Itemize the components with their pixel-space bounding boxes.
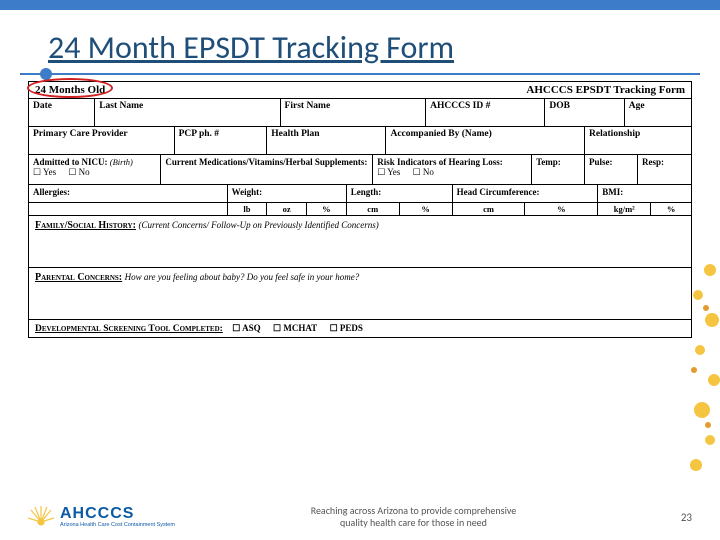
label-length: Length:	[347, 185, 453, 202]
unit-bmi: kg/m²	[598, 203, 651, 215]
checkbox-hearing-yes[interactable]: Yes	[377, 167, 400, 178]
label-resp: Resp:	[638, 155, 691, 184]
footer: AHCCCS Arizona Health Care Cost Containm…	[0, 504, 720, 530]
unit-bmi-pct: %	[651, 203, 691, 215]
ahcccs-logo: AHCCCS Arizona Health Care Cost Containm…	[28, 504, 175, 530]
label-pcp-phone: PCP ph. #	[175, 127, 268, 154]
unit-wt-pct: %	[307, 203, 347, 215]
label-parental-note: How are you feeling about baby? Do you f…	[125, 272, 360, 282]
label-family-note: (Current Concerns/ Follow-Up on Previous…	[138, 220, 378, 230]
label-accompanied-by: Accompanied By (Name)	[386, 127, 585, 154]
checkbox-nicu-no[interactable]: No	[68, 167, 89, 178]
checkbox-peds[interactable]: PEDS	[330, 323, 363, 334]
unit-hc-cm: cm	[453, 203, 526, 215]
checkbox-hearing-no[interactable]: No	[413, 167, 434, 178]
sunburst-icon	[28, 504, 54, 530]
page-number: 23	[652, 511, 692, 524]
slide-title: 24 Month EPSDT Tracking Form	[0, 10, 720, 73]
footer-tagline: Reaching across Arizona to provide compr…	[175, 505, 652, 529]
label-medications: Current Medications/Vitamins/Herbal Supp…	[161, 155, 373, 184]
label-pulse: Pulse:	[585, 155, 638, 184]
label-allergies: Allergies:	[29, 185, 228, 202]
cell-nicu: Admitted to NICU: (Birth) Yes No	[29, 155, 161, 184]
footer-line-2: quality health care for those in need	[340, 516, 487, 529]
logo-text: AHCCCS	[60, 506, 175, 522]
section-family-history: Family/Social History: (Current Concerns…	[29, 216, 691, 268]
top-accent-bar	[0, 0, 720, 10]
unit-lb: lb	[228, 203, 268, 215]
label-pcp: Primary Care Provider	[29, 127, 175, 154]
cell-hearing: Risk Indicators of Hearing Loss: Yes No	[373, 155, 532, 184]
label-date: Date	[29, 99, 95, 126]
label-parental-hdr: Parental Concerns:	[35, 272, 122, 283]
checkbox-nicu-yes[interactable]: Yes	[33, 167, 56, 178]
label-firstname: First Name	[281, 99, 427, 126]
tracking-form: 24 Months Old AHCCCS EPSDT Tracking Form…	[28, 81, 692, 338]
form-row-2: Primary Care Provider PCP ph. # Health P…	[29, 127, 691, 155]
form-row-4: Allergies: Weight: Length: Head Circumfe…	[29, 185, 691, 203]
section-parental-concerns: Parental Concerns: How are you feeling a…	[29, 268, 691, 320]
logo-subtext: Arizona Health Care Cost Containment Sys…	[60, 522, 175, 528]
label-bmi: BMI:	[598, 185, 691, 202]
label-family-hdr: Family/Social History:	[35, 220, 136, 231]
unit-len-pct: %	[400, 203, 453, 215]
label-nicu: Admitted to NICU:	[33, 157, 108, 167]
unit-len-cm: cm	[347, 203, 400, 215]
form-row-3: Admitted to NICU: (Birth) Yes No Current…	[29, 155, 691, 185]
title-rule	[20, 73, 700, 75]
label-ahcccs-id: AHCCCS ID #	[426, 99, 545, 126]
form-header-left: 24 Months Old	[35, 84, 105, 96]
label-health-plan: Health Plan	[267, 127, 386, 154]
label-dev-hdr: Developmental Screening Tool Completed:	[35, 324, 223, 334]
label-dob: DOB	[545, 99, 624, 126]
label-hearing: Risk Indicators of Hearing Loss:	[377, 157, 503, 167]
label-age: Age	[625, 99, 691, 126]
unit-oz: oz	[267, 203, 307, 215]
label-hc: Head Circumference:	[453, 185, 599, 202]
label-temp: Temp:	[532, 155, 585, 184]
label-relationship: Relationship	[585, 127, 691, 154]
checkbox-asq[interactable]: ASQ	[232, 323, 260, 334]
label-weight: Weight:	[228, 185, 347, 202]
section-dev-screening: Developmental Screening Tool Completed: …	[29, 320, 691, 337]
checkbox-mchat[interactable]: MCHAT	[273, 323, 317, 334]
label-lastname: Last Name	[95, 99, 280, 126]
form-header: 24 Months Old AHCCCS EPSDT Tracking Form	[29, 82, 691, 99]
form-row-1: Date Last Name First Name AHCCCS ID # DO…	[29, 99, 691, 127]
form-header-right: AHCCCS EPSDT Tracking Form	[526, 84, 685, 96]
form-row-units: lb oz % cm % cm % kg/m² %	[29, 203, 691, 216]
label-nicu-note: (Birth)	[110, 157, 133, 167]
unit-hc-pct: %	[525, 203, 598, 215]
